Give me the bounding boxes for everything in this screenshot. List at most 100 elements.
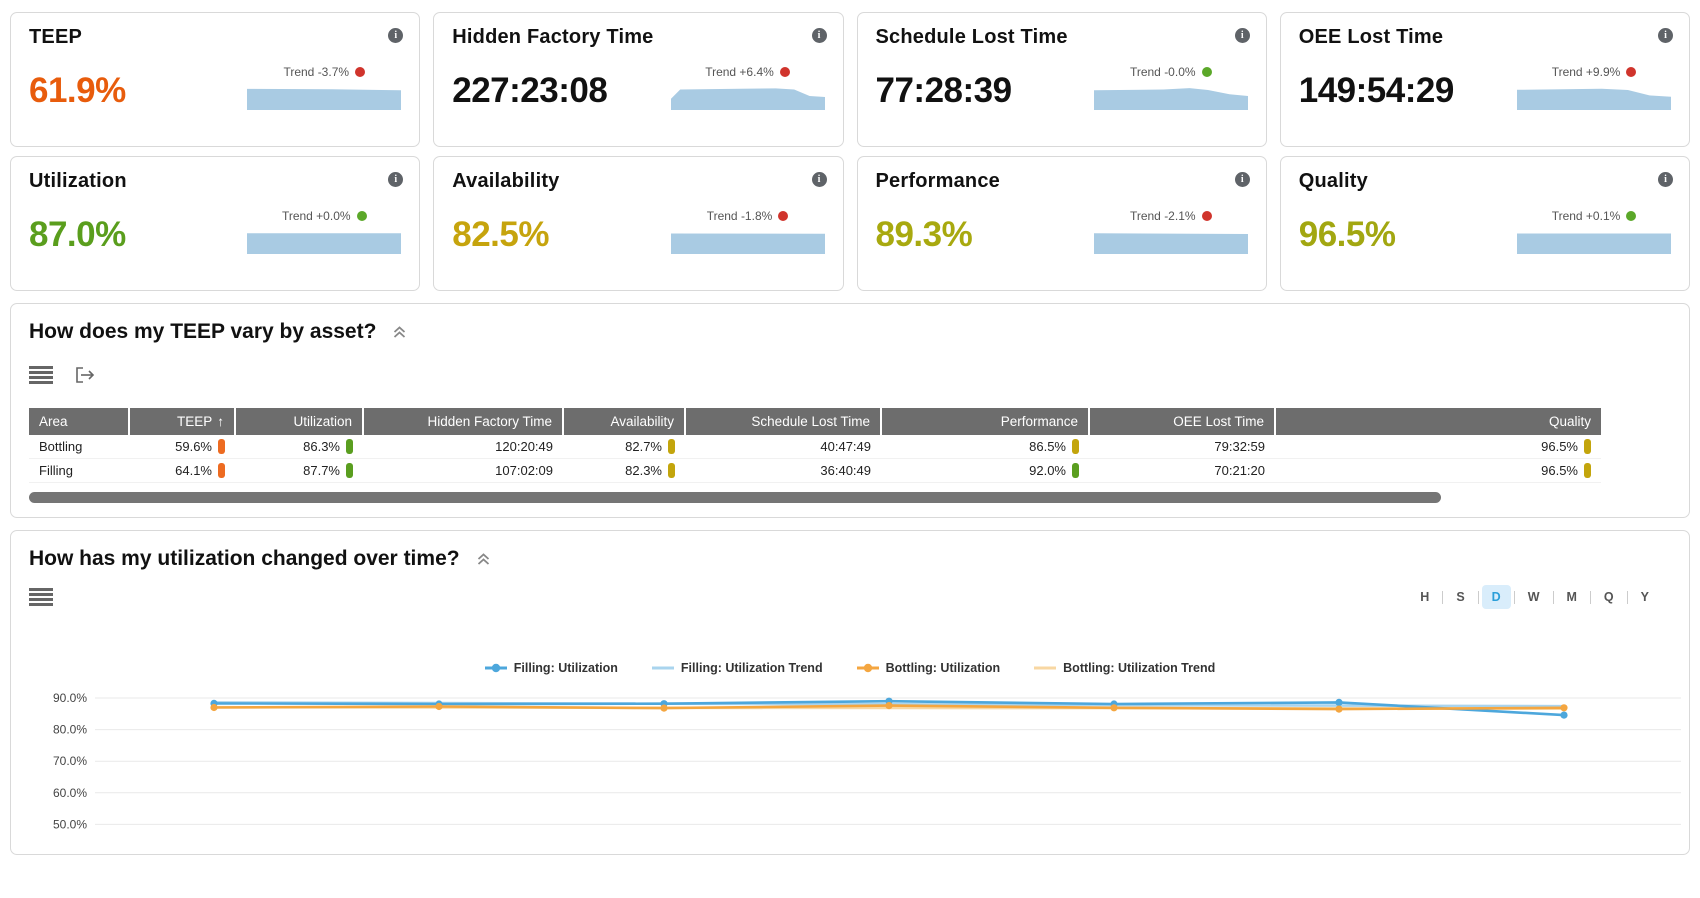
- kpi-card-performance: Performance i 89.3% Trend -2.1%: [856, 156, 1267, 291]
- kpi-card-body: 61.9% Trend -3.7%: [29, 65, 402, 110]
- data-point[interactable]: [1110, 704, 1118, 712]
- column-header-label: Schedule Lost Time: [751, 414, 870, 429]
- trend-row: Trend -0.0%: [1094, 65, 1248, 79]
- trend-status-dot: [779, 67, 790, 77]
- kpi-card-schedule-lost-time: Schedule Lost Time i 77:28:39 Trend -0.0%: [856, 12, 1267, 147]
- utilization-over-time-panel: How has my utilization changed over time…: [10, 530, 1690, 855]
- y-axis-tick-label: 60.0%: [53, 786, 87, 800]
- legend-item-bottling-utilization-trend[interactable]: Bottling: Utilization Trend: [1034, 661, 1215, 675]
- data-point[interactable]: [885, 702, 893, 710]
- y-axis-tick-label: 80.0%: [53, 723, 87, 737]
- sparkline-block: Trend +9.9%: [1517, 65, 1671, 110]
- column-header-area[interactable]: Area: [29, 408, 129, 435]
- range-separator: [1589, 590, 1591, 604]
- kpi-card-title: Schedule Lost Time: [875, 26, 1068, 48]
- info-icon[interactable]: i: [811, 172, 827, 187]
- chart-legend: Filling: Utilization Filling: Utilization…: [29, 661, 1671, 675]
- data-point[interactable]: [1335, 705, 1343, 713]
- range-button-q[interactable]: Q: [1603, 590, 1614, 604]
- table-cell: 82.7%: [563, 435, 685, 459]
- kpi-card-title: Hidden Factory Time: [452, 26, 654, 48]
- kpi-value: 96.5%: [1298, 215, 1396, 254]
- chevrons-up-icon[interactable]: [476, 552, 491, 566]
- column-header-availability[interactable]: Availability: [562, 408, 685, 435]
- column-header-label: OEE Lost Time: [1173, 414, 1264, 429]
- data-point[interactable]: [210, 703, 218, 712]
- trend-status-dot: [1201, 211, 1212, 221]
- kpi-card-utilization: Utilization i 87.0% Trend +0.0%: [10, 156, 421, 291]
- trend-status-dot: [1626, 211, 1637, 221]
- trend-label: Trend -0.0%: [1129, 65, 1196, 79]
- chevrons-up-icon[interactable]: [392, 325, 407, 339]
- trend-status-dot: [1626, 67, 1637, 77]
- data-point[interactable]: [660, 704, 668, 712]
- info-icon[interactable]: i: [1658, 28, 1673, 43]
- rows-icon[interactable]: [29, 365, 53, 385]
- sparkline: [1517, 88, 1671, 110]
- trend-status-dot: [355, 67, 366, 77]
- range-button-y[interactable]: Y: [1640, 590, 1649, 604]
- table-cell: 79:32:59: [1089, 435, 1275, 459]
- range-button-d[interactable]: D: [1481, 585, 1511, 609]
- sparkline: [1517, 233, 1671, 254]
- table-row[interactable]: Filling 64.1% 87.7% 107:02:09 82.3% 36:40:49 9…: [29, 458, 1601, 483]
- cell-value: Bottling: [39, 439, 83, 454]
- sort-arrow-up-icon: ↑: [217, 414, 224, 429]
- kpi-card-title: TEEP: [29, 26, 83, 48]
- cell-value: 79:32:59: [1214, 439, 1265, 454]
- legend-item-filling-utilization[interactable]: Filling: Utilization: [484, 661, 618, 675]
- table-horizontal-scrollbar[interactable]: [29, 492, 1442, 503]
- column-header-oee-lost-time[interactable]: OEE Lost Time: [1088, 408, 1275, 435]
- hamburger-icon[interactable]: [29, 587, 53, 607]
- kpi-card-availability: Availability i 82.5% Trend -1.8%: [433, 156, 844, 291]
- column-header-schedule-lost-time[interactable]: Schedule Lost Time: [684, 408, 881, 435]
- status-pill: [218, 463, 225, 478]
- chart-panel-title: How has my utilization changed over time…: [29, 547, 460, 570]
- status-pill: [1584, 463, 1591, 478]
- table-cell: 70:21:20: [1089, 458, 1275, 483]
- status-pill: [668, 463, 675, 478]
- column-header-quality[interactable]: Quality: [1274, 408, 1601, 435]
- kpi-card-title: Performance: [875, 170, 1000, 192]
- range-button-h[interactable]: H: [1420, 590, 1430, 604]
- data-point[interactable]: [1335, 698, 1343, 706]
- column-header-teep[interactable]: TEEP ↑: [128, 408, 235, 435]
- status-pill: [346, 463, 353, 478]
- status-pill: [218, 439, 225, 454]
- kpi-card-body: 96.5% Trend +0.1%: [1299, 209, 1671, 254]
- info-icon[interactable]: i: [388, 28, 404, 43]
- data-point[interactable]: [1560, 704, 1568, 712]
- trend-label: Trend -3.7%: [283, 65, 350, 79]
- trend-row: Trend +0.1%: [1517, 209, 1671, 223]
- table-row[interactable]: Bottling 59.6% 86.3% 120:20:49 82.7% 40:47:49…: [29, 435, 1601, 459]
- table-cell: 96.5%: [1275, 458, 1601, 483]
- sparkline-block: Trend -1.8%: [670, 209, 825, 254]
- column-header-label: TEEP: [176, 414, 213, 429]
- status-pill: [668, 439, 675, 454]
- sparkline: [247, 233, 402, 254]
- info-icon[interactable]: i: [811, 28, 827, 43]
- info-icon[interactable]: i: [1234, 28, 1250, 43]
- sparkline-block: Trend +0.1%: [1517, 209, 1671, 254]
- column-header-utilization[interactable]: Utilization: [234, 408, 363, 435]
- table-cell: 86.3%: [235, 435, 363, 459]
- range-button-s[interactable]: S: [1456, 590, 1465, 604]
- info-icon[interactable]: i: [1658, 172, 1673, 187]
- legend-item-filling-utilization-trend[interactable]: Filling: Utilization Trend: [651, 661, 823, 675]
- range-button-m[interactable]: M: [1566, 590, 1577, 604]
- sparkline-block: Trend -0.0%: [1093, 65, 1248, 110]
- range-button-w[interactable]: W: [1527, 590, 1540, 604]
- cell-value: 64.1%: [175, 463, 212, 478]
- export-icon[interactable]: [73, 364, 99, 386]
- sparkline-block: Trend -3.7%: [247, 65, 402, 110]
- data-point[interactable]: [435, 702, 443, 711]
- legend-item-bottling-utilization[interactable]: Bottling: Utilization: [856, 661, 1000, 675]
- column-header-performance[interactable]: Performance: [880, 408, 1089, 435]
- column-header-hidden-factory-time[interactable]: Hidden Factory Time: [362, 408, 563, 435]
- table-cell: 86.5%: [881, 435, 1089, 459]
- data-point[interactable]: [1560, 711, 1568, 719]
- info-icon[interactable]: i: [388, 172, 404, 187]
- info-icon[interactable]: i: [1234, 172, 1250, 187]
